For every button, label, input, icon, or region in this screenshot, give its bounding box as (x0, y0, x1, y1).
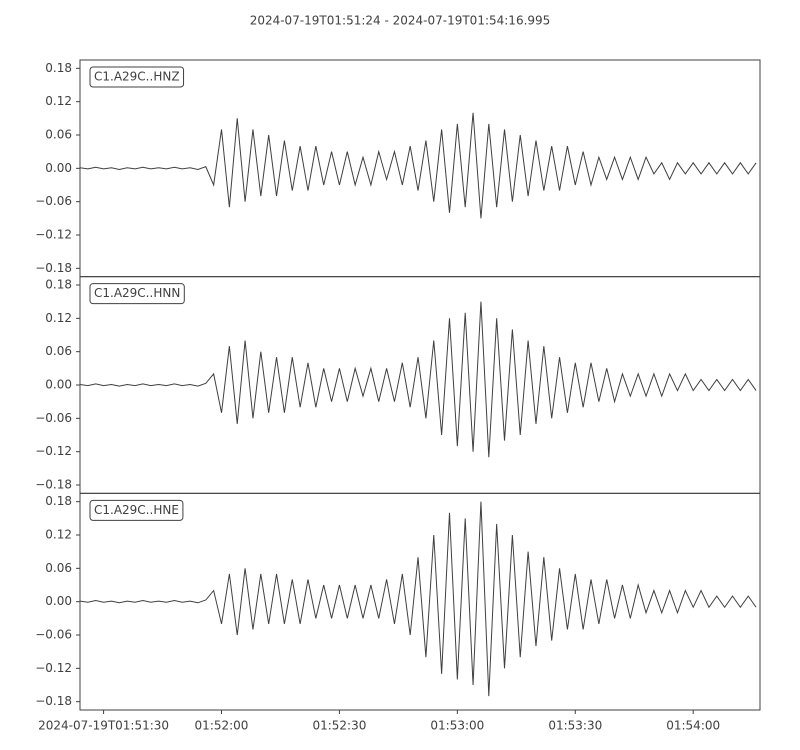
x-tick-label: 01:53:00 (430, 719, 484, 733)
figure-title: 2024-07-19T01:51:24 - 2024-07-19T01:54:1… (250, 14, 551, 28)
y-tick-label: 0.18 (45, 494, 72, 508)
y-tick-label: 0.00 (45, 161, 72, 175)
waveform (79, 301, 757, 458)
x-tick-label: 01:52:30 (312, 719, 366, 733)
waveform (79, 501, 757, 697)
y-tick-label: 0.06 (45, 128, 72, 142)
y-tick-label: −0.18 (35, 694, 72, 708)
x-tick-label: 01:53:30 (548, 719, 602, 733)
y-tick-label: 0.18 (45, 61, 72, 75)
trace-label: C1.A29C..HNZ (89, 66, 185, 88)
y-tick-label: −0.18 (35, 261, 72, 275)
trace-label: C1.A29C..HNN (89, 283, 185, 305)
trace-name: C1.A29C..HNZ (94, 70, 180, 84)
trace-label: C1.A29C..HNE (89, 499, 184, 521)
y-tick-label: 0.18 (45, 278, 72, 292)
panel-frame (79, 492, 761, 711)
trace-label-box (89, 66, 185, 88)
y-tick-label: −0.18 (35, 478, 72, 492)
trace-label-box (89, 499, 184, 521)
y-tick-label: −0.06 (35, 194, 72, 208)
y-tick-label: 0.06 (45, 344, 72, 358)
y-tick-label: 0.12 (45, 528, 72, 542)
trace-name: C1.A29C..HNE (94, 503, 179, 517)
trace-name: C1.A29C..HNN (94, 286, 180, 300)
trace-label-box (89, 283, 185, 305)
x-tick-label: 2024-07-19T01:51:30 (38, 719, 169, 733)
y-tick-label: −0.06 (35, 411, 72, 425)
y-tick-label: 0.12 (45, 311, 72, 325)
waveform (79, 112, 757, 219)
x-tick-label: 01:52:00 (195, 719, 249, 733)
y-tick-label: 0.00 (45, 378, 72, 392)
y-tick-label: −0.06 (35, 628, 72, 642)
x-tick-label: 01:54:00 (666, 719, 720, 733)
y-tick-label: 0.06 (45, 561, 72, 575)
y-tick-label: −0.12 (35, 228, 72, 242)
y-tick-label: −0.12 (35, 661, 72, 675)
y-tick-label: 0.00 (45, 594, 72, 608)
y-tick-label: 0.12 (45, 94, 72, 108)
y-tick-label: −0.12 (35, 444, 72, 458)
